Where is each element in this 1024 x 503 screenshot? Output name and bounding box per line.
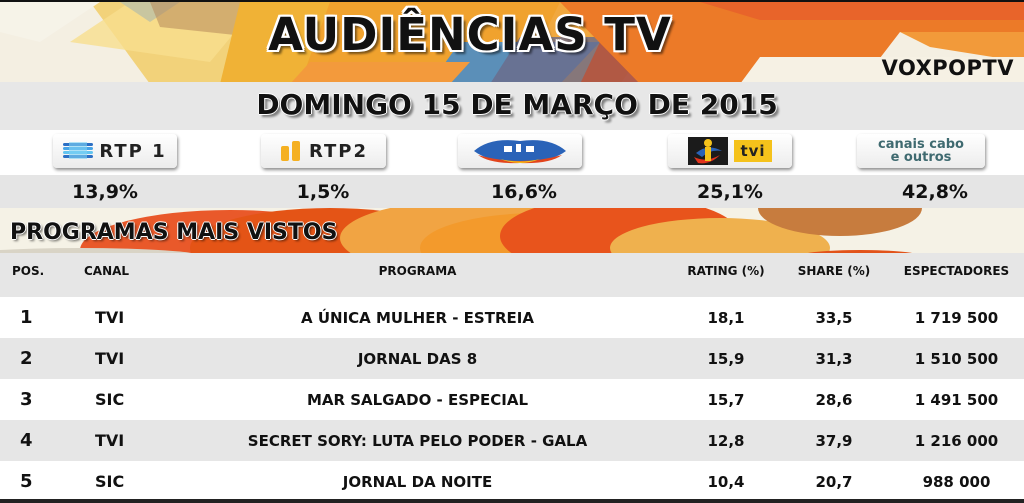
cell-canal: TVI [95,308,125,327]
cell-programa: A ÚNICA MULHER - ESTREIA [301,308,534,327]
cell-espectadores: 1 719 500 [914,308,999,327]
column-header-programa: PROGRAMA [378,264,457,278]
cell-share: 33,5 [815,308,853,327]
cell-rating: 15,7 [707,390,745,409]
cell-share: 28,6 [815,390,853,409]
cell-pos: 5 [20,471,33,492]
cell-espectadores: 1 216 000 [914,431,999,450]
top-programs-table: POS. CANAL PROGRAMA RATING (%) SHARE (%)… [0,253,1024,502]
cell-programa: JORNAL DA NOITE [342,472,493,491]
table-row: 4 TVI SECRET SORY: LUTA PELO PODER - GAL… [0,420,1024,461]
cell-pos: 1 [20,307,33,328]
column-header-rating: RATING (%) [687,264,765,278]
rtp2-logo-icon [280,141,300,161]
channel-logo-rtp2: RTP2 [261,134,386,168]
cell-rating: 18,1 [707,308,745,327]
cell-share: 37,9 [815,431,853,450]
share-rtp1: 13,9% [72,181,138,203]
cell-canal: SIC [95,390,125,409]
cell-canal: TVI [95,431,125,450]
channel-logo-rtp1: RTP 1 [53,134,177,168]
table-header-row: POS. CANAL PROGRAMA RATING (%) SHARE (%)… [0,253,1024,297]
cell-canal: TVI [95,349,125,368]
section-band: PROGRAMAS MAIS VISTOS [0,208,1024,253]
share-tvi: 25,1% [697,181,763,203]
cell-espectadores: 988 000 [922,472,991,491]
share-cabo: 42,8% [902,181,968,203]
column-header-espectadores: ESPECTADORES [903,264,1010,278]
table-row: 2 TVI JORNAL DAS 8 15,9 31,3 1 510 500 [0,338,1024,379]
channel-logo-row: RTP 1 RTP2 tvi canais cabo e outros [0,130,1024,175]
sic-logo-icon [474,140,566,164]
cell-pos: 2 [20,348,33,369]
channel-logo-cabo: canais cabo e outros [857,134,985,168]
column-header-canal: CANAL [84,264,130,278]
date-band: DOMINGO 15 DE MARÇO DE 2015 [0,82,1024,130]
channel-share-row: 13,9% 1,5% 16,6% 25,1% 42,8% [0,175,1024,208]
broadcast-date: DOMINGO 15 DE MARÇO DE 2015 [256,88,778,121]
cell-programa: MAR SALGADO - ESPECIAL [306,390,529,409]
section-background-shapes [0,208,922,253]
cabo-logo-line1: canais cabo [878,137,964,152]
cell-rating: 10,4 [707,472,745,491]
cell-rating: 12,8 [707,431,745,450]
share-sic: 16,6% [491,181,557,203]
rtp2-logo-label: RTP2 [308,140,369,162]
cell-espectadores: 1 491 500 [914,390,999,409]
cell-rating: 15,9 [707,349,745,368]
rtp1-logo-icon [63,142,94,159]
bottom-border [0,499,1024,503]
table-row: 1 TVI A ÚNICA MULHER - ESTREIA 18,1 33,5… [0,297,1024,338]
table-body: 1 TVI A ÚNICA MULHER - ESTREIA 18,1 33,5… [0,297,1024,502]
table-row: 5 SIC JORNAL DA NOITE 10,4 20,7 988 000 [0,461,1024,502]
brand-name: VOXPOPTV [881,56,1014,80]
cell-programa: SECRET SORY: LUTA PELO PODER - GALA [247,431,588,450]
share-rtp2: 1,5% [296,181,350,203]
cell-canal: SIC [95,472,125,491]
column-header-share: SHARE (%) [797,264,871,278]
cell-pos: 4 [20,430,33,451]
cell-share: 20,7 [815,472,853,491]
cell-espectadores: 1 510 500 [914,349,999,368]
tvi-logo-icon [688,137,729,165]
channel-logo-sic [458,134,582,168]
cell-pos: 3 [20,389,33,410]
tvi-logo-label: tvi [734,140,772,162]
banner-background-shapes [0,2,1024,82]
column-header-pos: POS. [12,264,45,278]
section-title: PROGRAMAS MAIS VISTOS [10,220,338,245]
cell-share: 31,3 [815,349,853,368]
page-title: AUDIÊNCIAS TV [268,8,672,61]
table-row: 3 SIC MAR SALGADO - ESPECIAL 15,7 28,6 1… [0,379,1024,420]
rtp1-logo-label: RTP 1 [99,140,167,162]
cabo-logo-line2: e outros [890,150,952,165]
cell-programa: JORNAL DAS 8 [357,349,478,368]
header-banner: AUDIÊNCIAS TV VOXPOPTV [0,0,1024,82]
channel-logo-tvi: tvi [668,134,792,168]
